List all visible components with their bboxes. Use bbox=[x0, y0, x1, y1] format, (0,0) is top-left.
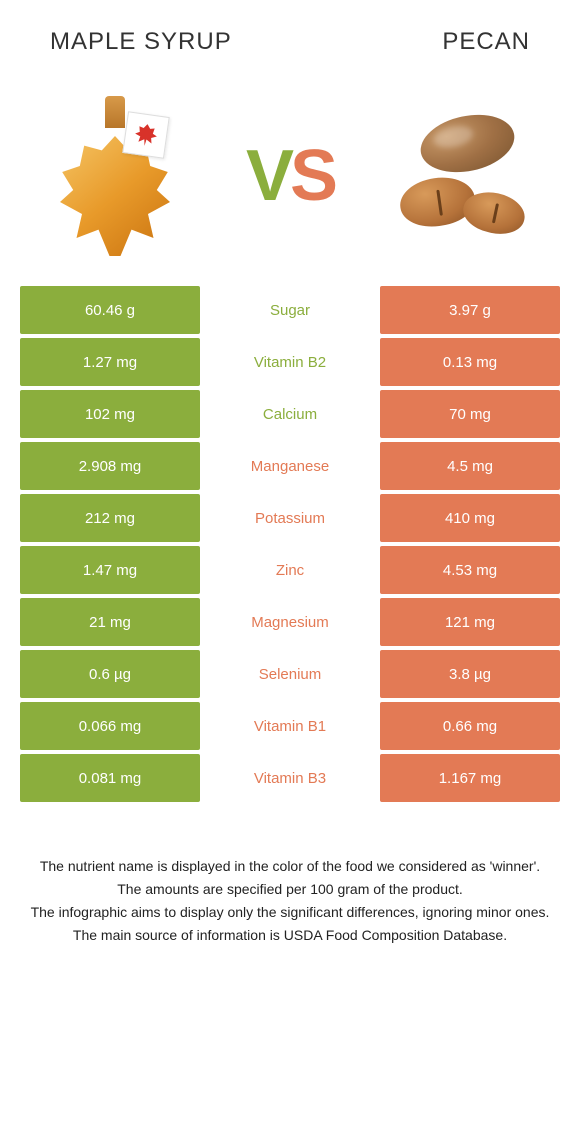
right-food-title: PECAN bbox=[442, 28, 530, 56]
left-food-title: MAPLE SYRUP bbox=[50, 28, 232, 56]
table-row: 0.066 mgVitamin B10.66 mg bbox=[20, 702, 560, 754]
table-row: 102 mgCalcium70 mg bbox=[20, 390, 560, 442]
left-value: 21 mg bbox=[20, 598, 200, 646]
nutrient-name: Sugar bbox=[200, 286, 380, 334]
right-value: 70 mg bbox=[380, 390, 560, 438]
right-value: 4.5 mg bbox=[380, 442, 560, 490]
left-value: 212 mg bbox=[20, 494, 200, 542]
table-row: 0.081 mgVitamin B31.167 mg bbox=[20, 754, 560, 806]
left-value: 0.066 mg bbox=[20, 702, 200, 750]
nutrient-table: 60.46 gSugar3.97 g1.27 mgVitamin B20.13 … bbox=[0, 286, 580, 806]
left-value: 2.908 mg bbox=[20, 442, 200, 490]
footer-line: The amounts are specified per 100 gram o… bbox=[30, 879, 550, 900]
right-value: 121 mg bbox=[380, 598, 560, 646]
left-value: 0.6 µg bbox=[20, 650, 200, 698]
nutrient-name: Magnesium bbox=[200, 598, 380, 646]
left-value: 0.081 mg bbox=[20, 754, 200, 802]
right-value: 0.66 mg bbox=[380, 702, 560, 750]
right-value: 3.8 µg bbox=[380, 650, 560, 698]
table-row: 21 mgMagnesium121 mg bbox=[20, 598, 560, 650]
table-row: 1.47 mgZinc4.53 mg bbox=[20, 546, 560, 598]
left-value: 1.47 mg bbox=[20, 546, 200, 594]
footer-notes: The nutrient name is displayed in the co… bbox=[0, 806, 580, 946]
header: MAPLE SYRUP PECAN bbox=[0, 0, 580, 66]
nutrient-name: Vitamin B3 bbox=[200, 754, 380, 802]
nutrient-name: Manganese bbox=[200, 442, 380, 490]
nutrient-name: Selenium bbox=[200, 650, 380, 698]
nutrient-name: Vitamin B1 bbox=[200, 702, 380, 750]
right-value: 1.167 mg bbox=[380, 754, 560, 802]
vs-s: S bbox=[290, 135, 334, 217]
table-row: 0.6 µgSelenium3.8 µg bbox=[20, 650, 560, 702]
vs-label: V S bbox=[246, 135, 334, 217]
table-row: 1.27 mgVitamin B20.13 mg bbox=[20, 338, 560, 390]
hero-row: V S bbox=[0, 66, 580, 286]
table-row: 60.46 gSugar3.97 g bbox=[20, 286, 560, 338]
maple-syrup-image bbox=[40, 91, 190, 261]
vs-v: V bbox=[246, 135, 290, 217]
nutrient-name: Zinc bbox=[200, 546, 380, 594]
nutrient-name: Calcium bbox=[200, 390, 380, 438]
table-row: 212 mgPotassium410 mg bbox=[20, 494, 560, 546]
right-value: 410 mg bbox=[380, 494, 560, 542]
left-value: 1.27 mg bbox=[20, 338, 200, 386]
right-value: 0.13 mg bbox=[380, 338, 560, 386]
left-value: 60.46 g bbox=[20, 286, 200, 334]
pecan-image bbox=[390, 91, 540, 261]
table-row: 2.908 mgManganese4.5 mg bbox=[20, 442, 560, 494]
right-value: 4.53 mg bbox=[380, 546, 560, 594]
nutrient-name: Vitamin B2 bbox=[200, 338, 380, 386]
right-value: 3.97 g bbox=[380, 286, 560, 334]
left-value: 102 mg bbox=[20, 390, 200, 438]
footer-line: The nutrient name is displayed in the co… bbox=[30, 856, 550, 877]
footer-line: The main source of information is USDA F… bbox=[30, 925, 550, 946]
nutrient-name: Potassium bbox=[200, 494, 380, 542]
footer-line: The infographic aims to display only the… bbox=[30, 902, 550, 923]
